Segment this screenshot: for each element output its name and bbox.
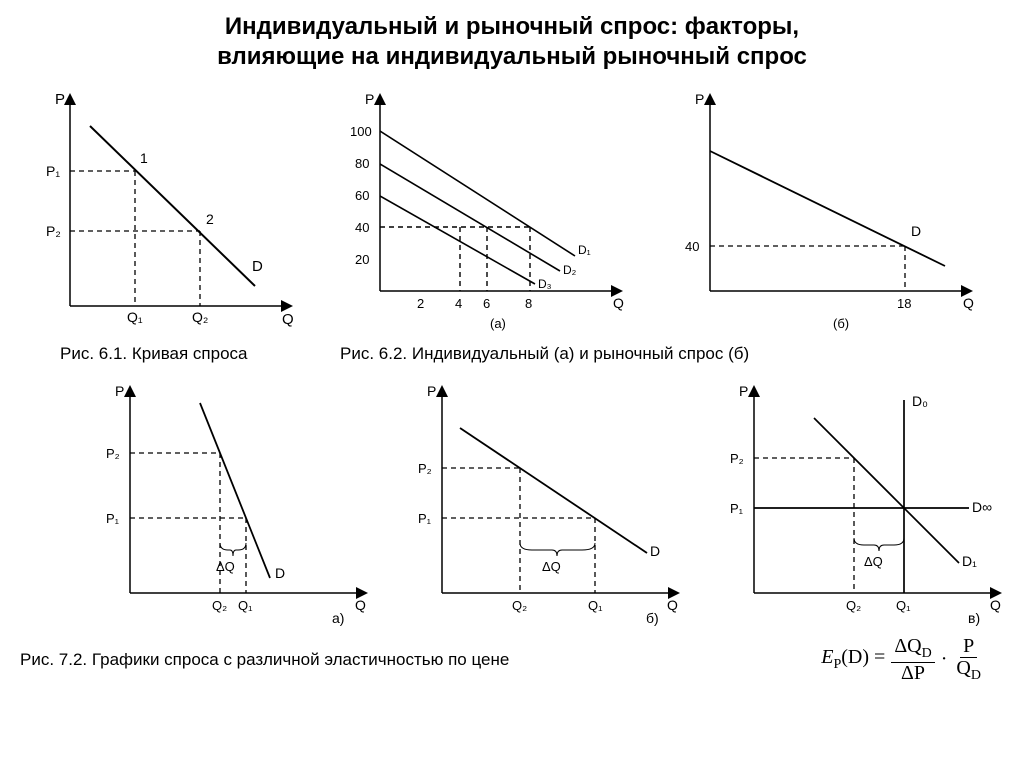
y80: 80 [355,156,369,171]
q2-tick: Q₂ [192,309,208,325]
y40b: 40 [685,239,699,254]
q2: Q₂ [212,598,227,613]
p2: P₂ [106,446,120,461]
sub-v: в) [968,610,980,626]
sub-b: б) [646,610,659,626]
y20: 20 [355,252,369,267]
x8: 8 [525,296,532,311]
d0: D₀ [912,393,928,409]
caption-6-1: Рис. 6.1. Кривая спроса [60,344,320,364]
x2: 2 [417,296,424,311]
f2-den-sub: D [971,668,981,683]
page-title: Индивидуальный и рыночный спрос: факторы… [20,12,1004,72]
y40: 40 [355,220,369,235]
axis-p-label: P [365,91,374,107]
axis-p-label: P [55,91,65,108]
figure-row-2: P Q D P₂ P₁ ΔQ Q₂ Q₁ а) P Q [80,378,1004,628]
axis-q: Q [355,597,366,613]
d3-label: D₃ [538,277,552,291]
bottom-row: Рис. 7.2. Графики спроса с различной эла… [20,636,1004,684]
dq: ΔQ [216,559,235,574]
axis-q-label: Q [282,311,294,328]
p2: P₂ [418,461,432,476]
y100: 100 [350,124,372,139]
x4: 4 [455,296,462,311]
d-label: D [911,223,921,239]
p1: P₁ [106,511,120,526]
p2: P₂ [730,451,744,466]
x18: 18 [897,296,911,311]
sub-a: а) [332,610,344,626]
f2-num: P [960,636,977,658]
f2-den: Q [956,657,970,679]
figure-7-2-a: P Q D P₂ P₁ ΔQ Q₂ Q₁ а) [80,378,380,628]
caption-6-2: Рис. 6.2. Индивидуальный (а) и рыночный … [340,344,749,364]
q2: Q₂ [512,598,527,613]
f1-den: ΔP [898,663,928,684]
p1-tick: P₁ [46,163,60,179]
p2-tick: P₂ [46,223,61,239]
figure-6-1: P Q D 1 P₁ Q₁ 2 P₂ Q₂ [20,86,305,336]
sub-b: (б) [833,316,849,331]
f-dot: · [941,648,948,671]
x6: 6 [483,296,490,311]
axis-p: P [115,383,124,399]
q1: Q₁ [588,598,603,613]
demand-label: D [252,258,263,275]
d-label: D [650,543,660,559]
q1: Q₁ [238,598,253,613]
point-2-label: 2 [206,211,214,227]
axis-q: Q [667,597,678,613]
d-label: D [275,565,285,581]
q2: Q₂ [846,598,861,613]
caption-7-2: Рис. 7.2. Графики спроса с различной эла… [20,650,509,670]
axis-q-label: Q [613,295,624,311]
elasticity-formula: EP(D) = ΔQD ΔP · P QD [821,636,984,684]
title-line-2: влияющие на индивидуальный рыночный спро… [217,43,807,70]
axis-q-label: Q [963,295,974,311]
sub-a: (а) [490,316,506,331]
p1: P₁ [418,511,432,526]
figure-6-2-b: P Q D 40 18 (б) [655,86,985,336]
dq: ΔQ [542,559,561,574]
f-lhs-arg: (D) = [841,646,885,668]
axis-q: Q [990,597,1001,613]
axis-p-label: P [695,91,704,107]
axis-p: P [427,383,436,399]
q1: Q₁ [896,598,911,613]
d1: D₁ [962,553,977,569]
figure-7-2-b: P Q D P₂ P₁ ΔQ Q₂ Q₁ б) [392,378,692,628]
f-lhs: E [821,646,833,668]
q1-tick: Q₁ [127,309,143,325]
d1-label: D₁ [578,243,591,257]
axis-p: P [739,383,748,399]
dinf: D∞ [972,499,992,515]
captions-row-1: Рис. 6.1. Кривая спроса Рис. 6.2. Индиви… [20,344,1004,364]
f1-num: ΔQ [894,635,921,657]
point-1-label: 1 [140,150,148,166]
d2-label: D₂ [563,263,577,277]
figure-6-2-a: P Q 20 40 60 80 100 D₁ D₂ D₃ 2 4 6 8 (а [325,86,635,336]
figure-row-1: P Q D 1 P₁ Q₁ 2 P₂ Q₂ P Q 20 40 [20,86,1004,336]
f1-num-sub: D [922,646,932,661]
dq: ΔQ [864,554,883,569]
y60: 60 [355,188,369,203]
p1: P₁ [730,501,744,516]
figure-7-2-v: P Q D₀ D∞ D₁ P₂ P₁ Q₂ Q₁ ΔQ в) [704,378,1014,628]
title-line-1: Индивидуальный и рыночный спрос: факторы… [225,13,799,40]
